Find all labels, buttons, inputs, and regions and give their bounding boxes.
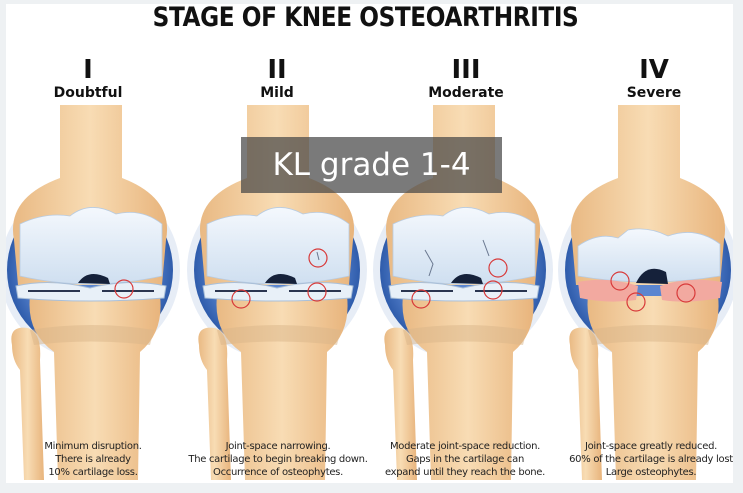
damage-marker (114, 279, 134, 299)
caption-line: Gaps in the cartilage can (406, 454, 524, 465)
infographic (6, 4, 733, 483)
damage-marker (626, 292, 646, 312)
caption-line: Occurrence of osteophytes. (213, 467, 343, 478)
stage-2-caption: Joint-space narrowing. The cartilage to … (183, 440, 373, 479)
stage-numeral: IV (639, 55, 669, 85)
damage-marker (308, 248, 328, 268)
knee-stage-4 (558, 105, 733, 480)
stage-name: Doubtful (53, 85, 123, 101)
knee-stage-1 (6, 105, 180, 480)
caption-line: Large osteophytes. (605, 467, 697, 478)
caption-line: expand until they reach the bone. (384, 467, 546, 478)
caption-line: Joint-space greatly reduced. (584, 441, 718, 452)
stage-3-heading: III Moderate (381, 55, 551, 101)
caption-line: Moderate joint-space reduction. (389, 441, 541, 452)
stage-name: Severe (626, 85, 682, 101)
caption-line: There is already (55, 454, 131, 465)
knee-stage-2 (187, 105, 367, 480)
damage-marker (307, 282, 327, 302)
caption-line: 60% of the cartilage is already lost (569, 454, 733, 465)
damage-marker (411, 289, 431, 309)
knee-stage-3 (373, 105, 553, 480)
stage-2-heading: II Mild (192, 55, 362, 101)
caption-line: The cartilage to begin breaking down. (188, 454, 368, 465)
stage-numeral: III (451, 55, 481, 85)
caption-line: Minimum disruption. (44, 441, 142, 452)
stage-numeral: II (267, 55, 287, 85)
damage-marker (488, 258, 508, 278)
knee-illustrations (6, 105, 733, 480)
damage-marker (676, 283, 696, 303)
stage-1-heading: I Doubtful (3, 55, 173, 101)
damage-marker (483, 280, 503, 300)
stage-4-heading: IV Severe (569, 55, 739, 101)
damage-marker (231, 289, 251, 309)
stage-1-caption: Minimum disruption. There is already 10%… (0, 440, 188, 479)
kl-grade-overlay: KL grade 1-4 (241, 137, 502, 193)
stage-4-caption: Joint-space greatly reduced. 60% of the … (556, 440, 743, 479)
stage-name: Mild (260, 85, 294, 101)
stage-name: Moderate (428, 85, 504, 101)
caption-line: 10% cartilage loss. (48, 467, 138, 478)
page-title: STAGE OF KNEE OSTEOARTHRITIS (152, 2, 579, 33)
stage-numeral: I (83, 55, 93, 85)
caption-line: Joint-space narrowing. (225, 441, 331, 452)
damage-marker (610, 271, 630, 291)
stage-3-caption: Moderate joint-space reduction. Gaps in … (370, 440, 560, 479)
